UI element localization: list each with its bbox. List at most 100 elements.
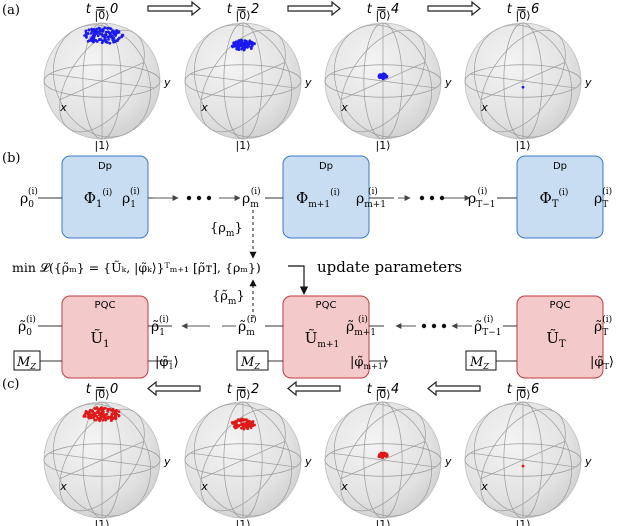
state-point — [112, 409, 116, 413]
state-point — [106, 35, 110, 39]
state-point — [87, 415, 91, 418]
dp-block-tag: Dp — [553, 161, 567, 172]
state-point — [230, 44, 234, 48]
state-point — [116, 37, 120, 41]
pqc-block-operator: Ũ1 — [90, 329, 109, 350]
state-point — [246, 419, 250, 423]
state-point — [84, 34, 88, 38]
svg-text:MZ: MZ — [240, 355, 260, 371]
bottom-wires — [38, 323, 517, 362]
state-point — [108, 32, 112, 36]
bloch-sphere: t = 2|0⟩ x y |1⟩ — [184, 2, 312, 152]
state-point — [521, 464, 525, 468]
state-point — [112, 40, 115, 44]
state-point — [244, 418, 247, 422]
ket-one-label: |1⟩ — [376, 139, 391, 152]
state-point — [98, 419, 101, 423]
y-axis-label: y — [444, 76, 452, 89]
state-point — [246, 422, 250, 426]
panel-b-circuit: Dp Φ1(i) Dp Φm+1(i) Dp ΦT(i) — [12, 155, 614, 379]
state-point — [234, 419, 238, 423]
state-point — [91, 410, 95, 413]
state-point — [106, 407, 110, 411]
state-point — [86, 39, 90, 43]
bloch-sphere: t = 0|0⟩ x y |1⟩ — [43, 2, 171, 152]
update-parameters-label: update parameters — [317, 258, 462, 276]
rho-1: ρ1(i) — [122, 186, 140, 210]
rho-m-plus-1: ρm+1(i) — [356, 186, 386, 210]
state-point — [236, 418, 240, 422]
state-point — [238, 42, 242, 46]
time-label: t = 6 — [507, 2, 540, 17]
hollow-arrow-right — [287, 0, 341, 17]
state-point — [107, 26, 111, 30]
state-point — [96, 408, 100, 412]
x-axis-label: x — [200, 480, 208, 493]
sphere-grid — [324, 22, 442, 140]
state-point — [253, 423, 256, 427]
hollow-arrow-left — [147, 380, 201, 397]
ket-zero-label: |0⟩ — [376, 388, 391, 401]
state-point — [90, 31, 93, 35]
panel-b-label: (b) — [2, 151, 20, 166]
y-axis-label: y — [584, 76, 592, 89]
dp-block-tag: Dp — [98, 161, 112, 172]
panel-c-bloch-spheres: t = 0|0⟩xy|1⟩t = 2|0⟩xy|1⟩t = 4|0⟩xy|1⟩t… — [43, 382, 592, 526]
state-points — [82, 406, 121, 423]
sphere-grid — [464, 22, 582, 140]
state-point — [239, 426, 243, 430]
pqc-block-1: PQC Ũ1 — [61, 295, 149, 379]
state-point — [105, 412, 109, 416]
state-point — [521, 85, 525, 89]
y-axis-label: y — [584, 455, 592, 468]
ket-one-label: |1⟩ — [95, 518, 110, 526]
x-axis-label: x — [480, 480, 488, 493]
state-point — [108, 408, 112, 411]
state-point — [245, 426, 248, 429]
state-point — [95, 31, 99, 35]
pqc-block-m1: PQC Ũm+1 — [282, 295, 370, 379]
ancilla-ket-T: |φ̃T⟩ — [590, 355, 614, 371]
state-point — [101, 39, 104, 43]
rho-m: ρm(i) — [242, 186, 261, 210]
state-points — [521, 85, 525, 89]
ket-one-label: |1⟩ — [95, 139, 110, 152]
state-point — [232, 425, 236, 429]
state-point — [377, 455, 381, 459]
state-point — [114, 413, 118, 417]
sphere-grid — [43, 401, 161, 519]
state-point — [240, 39, 244, 43]
state-point — [95, 27, 99, 31]
state-point — [84, 411, 88, 415]
dp-block-operator: Φ1(i) — [84, 187, 113, 210]
state-point — [89, 37, 93, 41]
bloch-sphere: t = 4|0⟩ x y |1⟩ — [324, 2, 452, 152]
dp-block-m1: Dp Φm+1(i) — [282, 155, 370, 239]
state-point — [93, 418, 96, 422]
rho-set-label: {ρm} — [210, 221, 243, 239]
state-point — [232, 41, 236, 45]
state-point — [84, 29, 88, 33]
state-point — [236, 47, 240, 51]
ket-one-label: |1⟩ — [516, 518, 531, 526]
bloch-sphere: t = 4|0⟩ x y |1⟩ — [324, 382, 452, 526]
state-point — [103, 37, 107, 40]
state-point — [378, 73, 382, 77]
state-point — [104, 40, 108, 44]
y-axis-label: y — [163, 76, 171, 89]
hollow-arrow-right — [147, 0, 201, 17]
loss-expression: min 𝓛({ρ̃ₘ} = {Ũₖ, |φ̃ₖ⟩}ᵀₘ₊₁ [ρ̃ᴛ], {ρₘ… — [12, 260, 261, 275]
state-points — [230, 417, 256, 431]
state-point — [96, 34, 100, 38]
state-point — [110, 419, 113, 423]
sphere-grid — [324, 401, 442, 519]
state-point — [117, 413, 121, 417]
measurement-box-T: MZ — [465, 350, 497, 371]
panel-c-time-arrows — [147, 380, 481, 397]
state-point — [252, 41, 255, 45]
state-point — [379, 455, 383, 459]
measurement-box-m1: MZ — [236, 350, 269, 371]
state-point — [111, 417, 115, 420]
panel-a-label: (a) — [2, 3, 20, 18]
rho-tilde-T: ρ̃T(i) — [594, 314, 612, 338]
